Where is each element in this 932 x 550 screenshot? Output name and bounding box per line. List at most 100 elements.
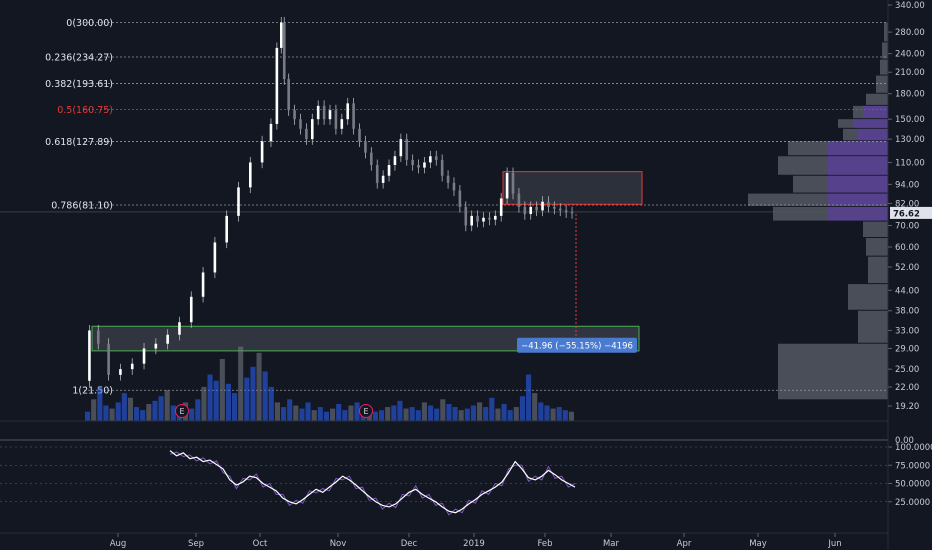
volume-bar <box>391 405 397 421</box>
candle-body <box>553 206 556 209</box>
volume-profile-value-area <box>858 128 888 141</box>
candle-body <box>464 206 468 226</box>
time-tick-label: Nov <box>330 539 347 549</box>
volume-bar <box>501 403 507 421</box>
osc-tick-label: 25.0000 <box>895 498 930 508</box>
volume-bar <box>146 403 152 421</box>
time-axis[interactable]: Aug Sep Oct Nov Dec 2019 Feb Mar Apr May Jun <box>0 532 888 549</box>
candle-body <box>119 369 122 375</box>
price-tick-label: 240.00 <box>895 50 925 60</box>
osc-main-line <box>169 450 576 514</box>
candle-body <box>434 156 438 160</box>
fib-label: 0.618(127.89) <box>45 137 113 148</box>
time-tick-label: Sep <box>188 539 204 549</box>
candle-body <box>260 141 264 163</box>
price-tick-label: 110.00 <box>895 158 925 168</box>
volume-bar <box>238 346 244 421</box>
volume-bar <box>256 352 262 421</box>
candle-body <box>189 296 193 323</box>
candle-body <box>535 206 538 211</box>
candle-body <box>358 128 361 142</box>
volume-bar <box>544 405 550 421</box>
volume-bar <box>207 374 213 421</box>
volume-bar <box>299 408 305 421</box>
volume-profile-value-area <box>828 175 888 193</box>
volume-bar <box>483 407 489 421</box>
time-tick-label: Jun <box>827 539 841 549</box>
volume-bar <box>379 410 385 421</box>
drawing-zones[interactable] <box>91 171 643 352</box>
fib-label: 1(21.50) <box>72 386 113 397</box>
candle-body <box>178 322 181 335</box>
candle-body <box>282 22 286 80</box>
volume-bar <box>311 410 317 421</box>
resistance-zone <box>502 171 643 205</box>
volume-bar <box>519 396 525 421</box>
fib-label: 0.382(193.61) <box>45 79 113 90</box>
fibonacci-levels[interactable]: 0(300.00) 0.236(234.27) 0.382(193.61) 0.5(1… <box>0 18 888 397</box>
volume-profile-bar <box>868 256 888 284</box>
earnings-marker <box>359 404 373 418</box>
price-tick-label: 19.20 <box>895 402 919 412</box>
candle-body <box>482 217 485 222</box>
candle-body <box>488 217 491 220</box>
volume-bars <box>0 346 888 422</box>
volume-profile <box>748 22 888 400</box>
volume-bar <box>274 402 280 421</box>
candle-body <box>269 123 273 142</box>
volume-bar <box>507 410 513 421</box>
volume-bar <box>342 410 348 421</box>
volume-bar <box>219 359 225 421</box>
measure-tool[interactable]: −41.96 (−55.15%) −4196 <box>517 337 637 353</box>
volume-bar <box>121 393 127 421</box>
volume-bar <box>470 405 476 421</box>
candle-body <box>452 182 456 191</box>
volume-profile-value-area <box>828 193 888 206</box>
volume-profile-bar <box>848 284 888 310</box>
volume-bar <box>372 411 378 421</box>
candle-body <box>381 175 385 183</box>
time-tick-label: Dec <box>401 539 418 549</box>
candle-body <box>423 162 426 168</box>
volume-profile-bar <box>858 310 888 343</box>
volume-bar <box>115 402 121 421</box>
candle-body <box>166 334 169 344</box>
price-tick-label: 82.00 <box>895 199 919 209</box>
earnings-marker <box>175 404 189 418</box>
price-axis[interactable]: 340.00 280.00 240.00 210.00 180.00 150.00 130.… <box>887 0 932 550</box>
volume-bar <box>526 374 532 421</box>
volume-bar <box>464 408 470 421</box>
volume-bar <box>134 407 140 421</box>
volume-profile-value-area <box>853 119 888 128</box>
volume-bar <box>225 383 231 421</box>
candle-body <box>517 193 521 207</box>
candle-body <box>213 242 217 273</box>
candle-body <box>287 79 290 111</box>
volume-bar <box>287 399 293 421</box>
volume-bar <box>317 407 323 421</box>
volume-bar <box>158 396 164 421</box>
osc-scale-top: 0.00 <box>895 436 914 446</box>
candle-body <box>275 47 279 124</box>
volume-profile-bar <box>876 75 888 93</box>
volume-profile-bar <box>778 343 888 400</box>
candle-body <box>476 215 479 222</box>
volume-bar <box>268 386 274 421</box>
volume-bar <box>164 390 170 421</box>
volume-profile-bar <box>880 59 888 75</box>
earnings-marker-label: E <box>179 407 184 416</box>
volume-profile-value-area <box>828 206 888 221</box>
candle-body <box>352 103 355 129</box>
osc-tick-label: 75.0000 <box>895 461 930 471</box>
price-tick-label: 60.00 <box>895 243 919 253</box>
volume-bar <box>538 402 544 421</box>
time-tick-label: Aug <box>110 539 127 549</box>
price-tick-label: 130.00 <box>895 135 925 145</box>
candle-body <box>405 139 409 160</box>
candle-body <box>310 119 314 140</box>
volume-profile-value-area <box>828 141 888 156</box>
volume-profile-bar <box>884 22 888 42</box>
